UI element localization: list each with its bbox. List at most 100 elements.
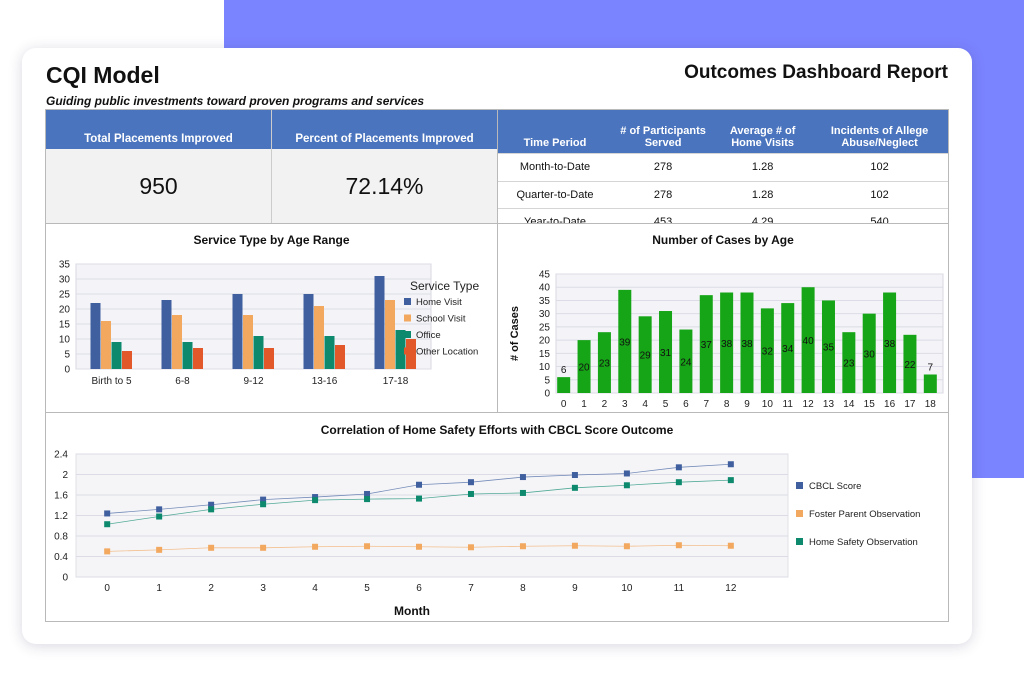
legend-swatch bbox=[404, 298, 411, 305]
x-tick-label: 14 bbox=[843, 399, 855, 410]
data-label: 23 bbox=[843, 359, 855, 370]
table-header-row: Time Period # of Participants Served Ave… bbox=[498, 110, 948, 154]
bar bbox=[740, 292, 754, 393]
table-cell: 278 bbox=[612, 180, 715, 209]
y-tick-label: 0 bbox=[544, 389, 550, 400]
y-tick-label: 45 bbox=[539, 270, 551, 281]
data-label: 38 bbox=[721, 339, 733, 350]
data-label: 7 bbox=[928, 362, 934, 373]
data-point bbox=[675, 542, 682, 549]
x-tick-label: 0 bbox=[561, 399, 567, 410]
x-tick-label: Birth to 5 bbox=[91, 376, 131, 387]
bar bbox=[903, 334, 917, 393]
legend-swatch bbox=[796, 510, 803, 517]
correlation-chart: 00.40.81.21.622.40 1 2 3 4 5 6 7 8 9 10 11 12MonthCB… bbox=[54, 450, 920, 619]
data-point bbox=[312, 494, 319, 501]
x-tick-label: 7 bbox=[468, 583, 474, 594]
correlation-panel: Correlation of Home Safety Efforts with … bbox=[45, 412, 949, 622]
y-tick-label: 1.6 bbox=[54, 491, 68, 502]
col-home-visits: Average # of Home Visits bbox=[714, 110, 812, 154]
data-label: 23 bbox=[599, 359, 611, 370]
data-point bbox=[727, 542, 734, 549]
data-point bbox=[571, 472, 578, 479]
bar bbox=[264, 348, 274, 369]
data-point bbox=[208, 544, 215, 551]
data-point bbox=[312, 497, 319, 504]
x-tick-label: 1 bbox=[156, 583, 162, 594]
bar bbox=[557, 377, 571, 393]
legend-swatch bbox=[404, 347, 411, 355]
x-tick-label: 12 bbox=[725, 583, 737, 594]
x-tick-label: 6 bbox=[683, 399, 689, 410]
x-tick-label: 8 bbox=[520, 583, 526, 594]
bar bbox=[659, 311, 673, 393]
data-point bbox=[156, 506, 163, 513]
data-point bbox=[571, 484, 578, 491]
y-tick-label: 35 bbox=[59, 260, 71, 271]
bar bbox=[314, 306, 324, 369]
x-tick-label: 16 bbox=[884, 399, 896, 410]
bar bbox=[699, 295, 713, 393]
x-tick-label: 9-12 bbox=[243, 376, 263, 387]
legend-label: Foster Parent Observation bbox=[809, 509, 920, 520]
data-label: 30 bbox=[864, 349, 876, 360]
data-label: 39 bbox=[619, 337, 631, 348]
bar bbox=[577, 340, 591, 393]
y-tick-label: 0 bbox=[62, 573, 68, 584]
data-point bbox=[571, 542, 578, 549]
bar bbox=[679, 329, 693, 393]
legend-swatch bbox=[404, 331, 411, 338]
bar bbox=[760, 308, 774, 393]
data-point bbox=[727, 477, 734, 484]
y-tick-label: 15 bbox=[539, 349, 551, 360]
app-title: CQI Model bbox=[46, 62, 160, 88]
bar bbox=[335, 345, 345, 369]
bar bbox=[324, 336, 335, 369]
data-point bbox=[623, 470, 630, 477]
kpi-panel: Total Placements Improved Percent of Pla… bbox=[45, 109, 498, 224]
y-tick-label: 10 bbox=[59, 335, 71, 346]
x-tick-label: 5 bbox=[364, 583, 370, 594]
data-point bbox=[260, 544, 267, 551]
bar bbox=[90, 303, 101, 369]
y-tick-label: 40 bbox=[539, 283, 551, 294]
legend-label: Other Location bbox=[416, 347, 478, 358]
data-point bbox=[467, 490, 474, 497]
x-tick-label: 1 bbox=[581, 399, 587, 410]
legend-label: CBCL Score bbox=[809, 481, 861, 492]
data-label: 24 bbox=[680, 357, 692, 368]
y-axis-label: # of Cases bbox=[509, 306, 521, 361]
legend-label: Home Safety Observation bbox=[809, 537, 918, 548]
bar bbox=[923, 374, 937, 393]
table-cell: 1.28 bbox=[714, 153, 812, 181]
data-point bbox=[675, 464, 682, 471]
data-point bbox=[675, 479, 682, 486]
data-point bbox=[364, 543, 371, 550]
kpi-percent-label: Percent of Placements Improved bbox=[272, 110, 497, 149]
chart-title: Correlation of Home Safety Efforts with … bbox=[320, 423, 674, 437]
x-tick-label: 18 bbox=[925, 399, 937, 410]
legend-label: Office bbox=[416, 330, 441, 341]
data-point bbox=[312, 543, 319, 550]
table-row: Year-to-Date 453 4.29 540 bbox=[498, 208, 948, 236]
x-tick-label: 13-16 bbox=[312, 376, 338, 387]
y-tick-label: 20 bbox=[539, 336, 551, 347]
data-point bbox=[104, 548, 111, 555]
x-tick-label: 4 bbox=[642, 399, 648, 410]
x-tick-label: 10 bbox=[762, 399, 774, 410]
data-point bbox=[519, 489, 526, 496]
data-point bbox=[416, 543, 423, 550]
data-point bbox=[623, 543, 630, 550]
data-point bbox=[467, 544, 474, 551]
y-tick-label: 0.8 bbox=[54, 532, 68, 543]
bar bbox=[243, 315, 253, 369]
data-point bbox=[364, 490, 371, 497]
x-tick-label: 17 bbox=[904, 399, 916, 410]
col-time-period: Time Period bbox=[498, 110, 612, 154]
y-tick-label: 2.4 bbox=[54, 450, 68, 461]
x-tick-label: 0 bbox=[104, 583, 110, 594]
bar bbox=[182, 342, 193, 369]
x-tick-label: 5 bbox=[663, 399, 669, 410]
y-tick-label: 30 bbox=[59, 275, 71, 286]
